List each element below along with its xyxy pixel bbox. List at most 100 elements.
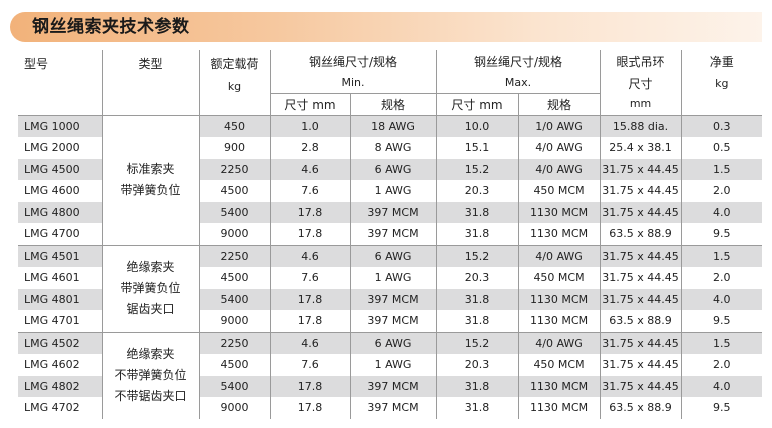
header-weight: 净重 xyxy=(680,50,763,73)
cell-model: LMG 4500 xyxy=(18,158,102,180)
cell-max-size: 31.8 xyxy=(435,397,519,419)
cell-model: LMG 4800 xyxy=(18,201,102,223)
cell-min-size: 17.8 xyxy=(269,397,350,419)
cell-load: 5400 xyxy=(198,201,270,223)
cell-weight: 9.5 xyxy=(680,397,763,419)
cell-load: 2250 xyxy=(198,158,270,180)
cell-weight: 0.3 xyxy=(680,114,763,137)
table-row: LMG 4701 9000 17.8 397 MCM 31.8 1130 MCM 63.5 … xyxy=(18,310,763,332)
header-load: 额定载荷 kg xyxy=(198,50,270,115)
cell-model: LMG 4700 xyxy=(24,227,80,241)
cell-max-spec: 4/0 AWG xyxy=(517,137,601,159)
cell-min-spec: 397 MCM xyxy=(349,375,437,397)
header-blank xyxy=(680,93,763,115)
cell-min-size: 2.8 xyxy=(269,137,350,159)
header-min-spec: 规格 xyxy=(349,92,437,115)
cell-min-spec: 1 AWG xyxy=(349,180,437,202)
cell-min-size: 4.6 xyxy=(269,244,350,267)
cell-min-spec: 397 MCM xyxy=(349,201,437,223)
cell-eye: 25.4 x 38.1 xyxy=(599,137,682,159)
table-row: LMG 4700 9000 17.8 397 MCM 31.8 1130 MCM 63.5 … xyxy=(18,223,763,245)
cell-max-spec: 4/0 AWG xyxy=(517,244,601,267)
cell-min-spec: 6 AWG xyxy=(349,331,437,354)
title-bar: 钢丝绳索夹技术参数 xyxy=(10,12,762,42)
cell-load: 450 xyxy=(198,114,270,137)
cell-max-spec: 1130 MCM xyxy=(517,397,601,419)
cell-max-spec: 450 MCM xyxy=(517,354,601,376)
cell-weight: 9.5 xyxy=(680,310,763,332)
cell-eye: 63.5 x 88.9 xyxy=(599,310,682,332)
table-row: LMG 4500 2250 4.6 6 AWG 15.2 4/0 AWG 31.75 x 4… xyxy=(18,158,763,180)
cell-max-size: 15.1 xyxy=(435,137,519,159)
table-row: LMG 4800 5400 17.8 397 MCM 31.8 1130 MCM 31.75… xyxy=(18,201,763,223)
cell-model: LMG 4701 xyxy=(24,314,80,328)
cell-eye: 31.75 x 44.45 xyxy=(599,180,682,202)
cell-weight: 2.0 xyxy=(680,354,763,376)
type-line: 带弹簧负位 xyxy=(120,183,181,197)
cell-load: 4500 xyxy=(198,267,270,289)
cell-min-size: 7.6 xyxy=(269,354,350,376)
cell-min-spec: 8 AWG xyxy=(349,137,437,159)
type-line: 绝缘索夹 xyxy=(126,347,175,361)
cell-min-spec: 18 AWG xyxy=(349,114,437,137)
cell-min-size: 17.8 xyxy=(269,288,350,310)
type-line: 带弹簧负位 xyxy=(120,281,181,295)
cell-eye: 31.75 x 44.45 xyxy=(599,201,682,223)
type-line: 标准索夹 xyxy=(126,162,175,176)
page-title: 钢丝绳索夹技术参数 xyxy=(32,17,190,37)
cell-load: 4500 xyxy=(198,354,270,376)
cell-model: LMG 2000 xyxy=(24,141,80,155)
cell-weight: 4.0 xyxy=(680,201,763,223)
cell-max-size: 15.2 xyxy=(435,158,519,180)
cell-max-spec: 4/0 AWG xyxy=(517,331,601,354)
cell-min-spec: 397 MCM xyxy=(349,310,437,332)
cell-max-size: 15.2 xyxy=(435,244,519,267)
cell-min-size: 4.6 xyxy=(269,331,350,354)
header-max-spec: 规格 xyxy=(517,92,601,115)
type-line: 不带弹簧负位 xyxy=(114,368,187,382)
cell-weight: 2.0 xyxy=(680,267,763,289)
cell-min-size: 17.8 xyxy=(269,375,350,397)
cell-load: 9000 xyxy=(198,397,270,419)
cell-min-spec: 397 MCM xyxy=(349,397,437,419)
table-row: LMG 4801 5400 17.8 397 MCM 31.8 1130 MCM 31.75… xyxy=(18,288,763,310)
cell-min-size: 7.6 xyxy=(269,180,350,202)
cell-eye: 31.75 x 44.45 xyxy=(599,267,682,289)
cell-eye: 31.75 x 44.45 xyxy=(599,354,682,376)
spec-table: 型号 类型 额定载荷 kg 钢丝绳尺寸/规格 钢丝绳尺寸/规格 眼式吊环 净重 … xyxy=(18,50,763,419)
cell-min-spec: 6 AWG xyxy=(349,244,437,267)
cell-weight: 9.5 xyxy=(680,223,763,245)
cell-min-spec: 1 AWG xyxy=(349,267,437,289)
header-wire-max-sub: Max. xyxy=(435,73,601,93)
type-line: 绝缘索夹 xyxy=(126,260,175,274)
header-eye-line2: 尺寸 xyxy=(599,73,682,93)
cell-weight: 4.0 xyxy=(680,375,763,397)
cell-max-size: 31.8 xyxy=(435,223,519,245)
cell-model: LMG 4802 xyxy=(18,375,102,397)
cell-model: LMG 4501 xyxy=(18,244,102,267)
cell-max-spec: 4/0 AWG xyxy=(517,158,601,180)
cell-min-spec: 1 AWG xyxy=(349,354,437,376)
cell-load: 5400 xyxy=(198,288,270,310)
cell-load: 9000 xyxy=(198,310,270,332)
cell-load: 4500 xyxy=(198,180,270,202)
cell-min-spec: 397 MCM xyxy=(349,288,437,310)
type-cell: 绝缘索夹 带弹簧负位 锯齿夹口 xyxy=(101,244,199,332)
table-row: LMG 4702 9000 17.8 397 MCM 31.8 1130 MCM 63.5 … xyxy=(18,397,763,419)
cell-eye: 31.75 x 44.45 xyxy=(599,331,682,354)
header-max-size: 尺寸 mm xyxy=(435,92,519,115)
cell-max-spec: 450 MCM xyxy=(517,180,601,202)
cell-max-spec: 1/0 AWG xyxy=(517,114,601,137)
type-cell: 标准索夹 带弹簧负位 xyxy=(101,114,199,245)
cell-model: LMG 1000 xyxy=(18,114,102,137)
header-type: 类型 xyxy=(101,50,199,115)
cell-weight: 1.5 xyxy=(680,331,763,354)
cell-model: LMG 4502 xyxy=(18,331,102,354)
cell-model: LMG 4600 xyxy=(24,184,80,198)
cell-eye: 31.75 x 44.45 xyxy=(599,288,682,310)
cell-load: 2250 xyxy=(198,331,270,354)
header-wire-max: 钢丝绳尺寸/规格 xyxy=(435,50,601,73)
cell-weight: 1.5 xyxy=(680,244,763,267)
header-eye-line1: 眼式吊环 xyxy=(599,50,682,73)
cell-max-size: 20.3 xyxy=(435,354,519,376)
